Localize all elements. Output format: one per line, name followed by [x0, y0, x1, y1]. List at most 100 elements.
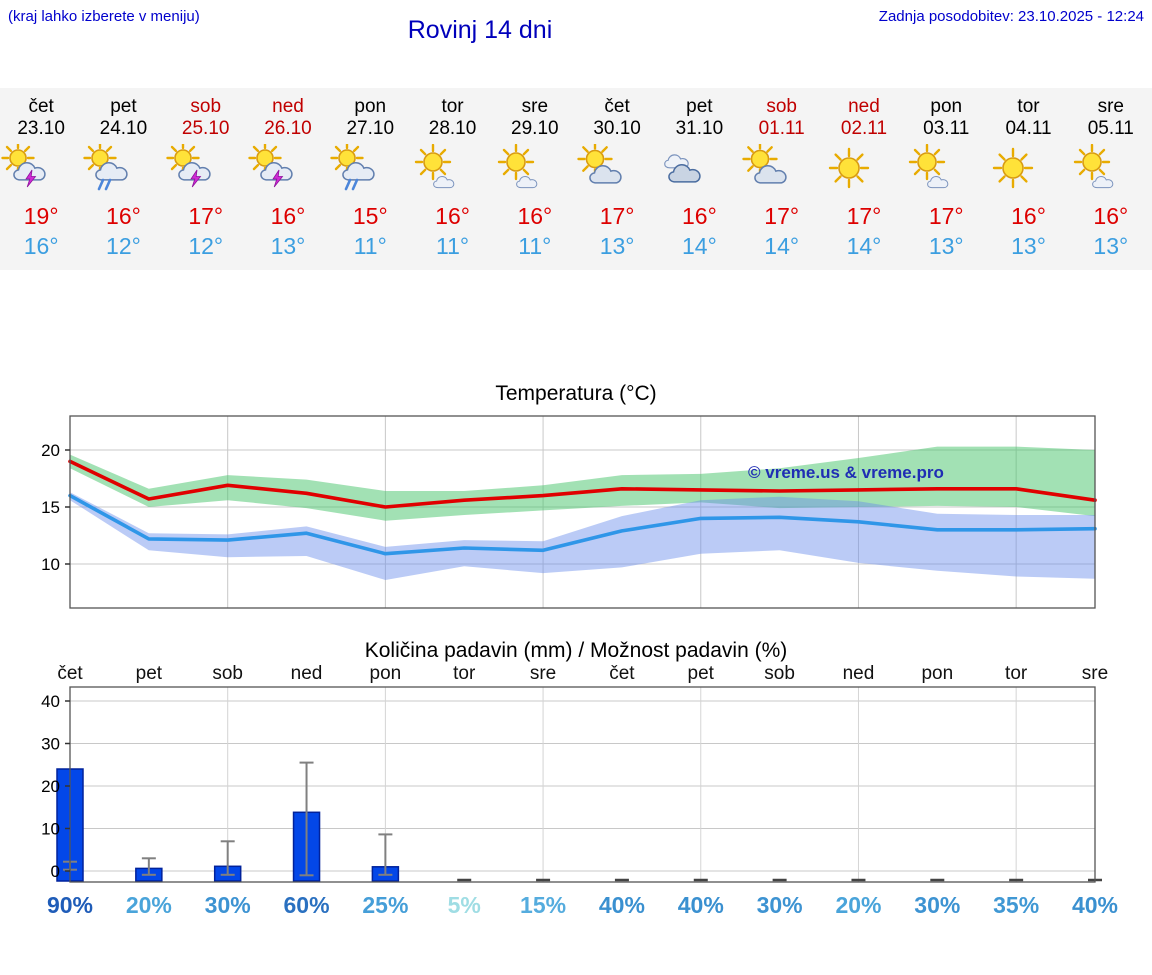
precip-day-label: pon	[921, 663, 953, 684]
precip-probability: 30%	[757, 892, 803, 918]
sun-cloud-thunder-icon	[0, 140, 82, 200]
max-range-band	[70, 446, 1095, 521]
low-temp: 13°	[1093, 233, 1129, 259]
svg-text:40: 40	[41, 692, 60, 711]
forecast-day: tor 28.10 16° 11°	[411, 88, 493, 270]
low-temp: 13°	[599, 233, 635, 259]
precip-whisker	[378, 833, 393, 876]
day-date: 28.10	[428, 118, 477, 139]
day-name: sob	[190, 96, 222, 117]
high-temp: 16°	[106, 203, 141, 229]
high-temp: 17°	[599, 203, 635, 229]
forecast-day: pon 27.10 15° 11°	[329, 88, 411, 270]
precip-probability: 40%	[599, 892, 645, 918]
svg-text:10: 10	[41, 555, 60, 574]
sun-small-cloud-icon	[494, 140, 576, 200]
day-name: pon	[354, 96, 387, 117]
sun-cloud-icon	[576, 140, 658, 200]
high-temp: 17°	[928, 203, 964, 229]
low-temp: 11°	[518, 233, 552, 259]
low-temp: 14°	[682, 233, 717, 259]
svg-text:30: 30	[41, 735, 60, 754]
min-range-band	[70, 492, 1095, 580]
precip-day-label: pet	[688, 663, 715, 684]
high-temp: 19°	[23, 203, 59, 229]
precipitation-chart: čet pet sob ned pon tor sre čet pet sob ned pon tor s…	[0, 663, 1152, 927]
precip-day-label: sre	[1082, 663, 1108, 684]
svg-text:0: 0	[51, 862, 60, 881]
forecast-day: ned 02.11 17° 14°	[823, 88, 905, 270]
precip-day-label: sob	[212, 663, 243, 684]
sun-icon	[987, 140, 1069, 200]
forecast-day: tor 04.11 16° 13°	[987, 88, 1069, 270]
day-date: 05.11	[1087, 118, 1134, 139]
forecast-day: čet 23.10 19° 16°	[0, 88, 82, 270]
day-date: 26.10	[264, 118, 312, 139]
day-date: 30.10	[593, 118, 641, 139]
forecast-day: pet 31.10 16° 14°	[658, 88, 740, 270]
high-temp: 16°	[1093, 203, 1129, 229]
high-temp: 16°	[1011, 203, 1046, 229]
precip-chart-title: Količina padavin (mm) / Možnost padavin …	[364, 639, 788, 662]
max-temp-line	[68, 459, 1097, 509]
precip-probability: 15%	[520, 892, 566, 918]
day-name: sre	[1097, 96, 1124, 117]
precip-probability: 25%	[362, 892, 408, 918]
sun-small-cloud-icon	[1070, 140, 1152, 200]
svg-text:20: 20	[41, 441, 60, 460]
location-note: (kraj lahko izberete v meniju)	[8, 8, 200, 25]
day-name: sob	[766, 96, 797, 117]
precip-probability: 35%	[993, 892, 1039, 918]
day-date: 01.11	[758, 118, 805, 139]
day-name: tor	[1017, 96, 1040, 117]
precip-probability: 30%	[205, 892, 251, 918]
precip-probability: 60%	[284, 892, 330, 918]
low-temp: 13°	[1011, 233, 1046, 259]
precip-day-label: tor	[1005, 663, 1028, 684]
day-date: 03.11	[923, 118, 970, 139]
precip-day-label: tor	[453, 663, 476, 684]
last-update-text: Zadnja posodobitev: 23.10.2025 - 12:24	[878, 8, 1144, 25]
precip-whisker	[141, 857, 156, 876]
high-temp: 16°	[435, 203, 470, 229]
precip-probability: 40%	[1072, 892, 1118, 918]
sun-small-cloud-icon	[411, 140, 493, 200]
day-date: 29.10	[511, 118, 559, 139]
high-temp: 17°	[846, 203, 882, 229]
sun-small-cloud-icon	[905, 140, 987, 200]
precip-probability: 90%	[47, 892, 93, 918]
day-date: 25.10	[181, 118, 230, 139]
precip-probability: 20%	[126, 892, 172, 918]
precip-day-label: čet	[57, 663, 83, 684]
low-temp: 11°	[353, 233, 387, 259]
forecast-day: ned 26.10 16° 13°	[247, 88, 329, 270]
precip-day-label: sre	[530, 663, 556, 684]
high-temp: 17°	[764, 203, 800, 229]
sun-cloud-rain-icon	[82, 140, 164, 200]
day-name: pet	[686, 96, 713, 117]
svg-text:20: 20	[41, 777, 60, 796]
forecast-day: sre 29.10 16° 11°	[494, 88, 576, 270]
precip-probability: 5%	[448, 892, 481, 918]
day-name: pet	[110, 96, 137, 117]
day-name: pon	[930, 96, 963, 117]
sun-icon	[823, 140, 905, 200]
day-date: 27.10	[346, 118, 395, 139]
forecast-day: pet 24.10 16° 12°	[82, 88, 164, 270]
page-header: (kraj lahko izberete v meniju) Rovinj 14…	[0, 0, 1152, 88]
low-temp: 12°	[106, 233, 141, 259]
forecast-day: sob 01.11 17° 14°	[741, 88, 823, 270]
high-temp: 15°	[352, 203, 388, 229]
page-title: Rovinj 14 dni	[407, 16, 553, 44]
temperature-chart: © vreme.us & vreme.pro 10 15 20	[0, 412, 1152, 617]
day-date: 02.11	[840, 118, 888, 139]
watermark-link[interactable]: © vreme.us & vreme.pro	[748, 463, 944, 482]
sun-cloud-rain-icon	[329, 140, 411, 200]
day-name: ned	[272, 96, 304, 117]
low-temp: 14°	[846, 233, 882, 259]
day-name: sre	[521, 96, 549, 117]
forecast-day: sre 05.11 16° 13°	[1070, 88, 1152, 270]
day-date: 04.11	[1005, 118, 1052, 139]
high-temp: 16°	[517, 203, 553, 229]
clouds-icon	[658, 140, 740, 200]
